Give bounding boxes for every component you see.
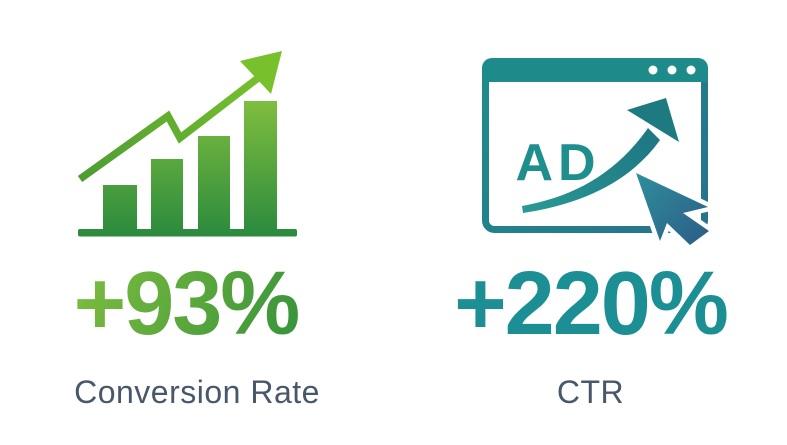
trend-arrowhead-icon <box>240 51 282 94</box>
titlebar-dot-icon <box>667 65 677 75</box>
chart-bar-3 <box>198 136 230 229</box>
metric-value: +93% <box>0 258 383 350</box>
chart-bar-1 <box>103 185 137 229</box>
metric-value: +220% <box>454 254 729 354</box>
metric-conversion-rate: +93% Conversion Rate <box>0 51 383 410</box>
swoosh-arrowhead-icon <box>627 98 679 142</box>
metric-ctr: AD +220% CTR <box>394 0 787 445</box>
ad-label: AD <box>515 134 600 192</box>
growth-bar-chart-icon <box>77 51 297 237</box>
cursor-icon <box>631 168 714 250</box>
titlebar-dot-icon <box>648 65 658 75</box>
chart-bar-4 <box>244 101 277 229</box>
browser-titlebar <box>482 58 708 82</box>
chart-baseline <box>78 229 297 237</box>
metric-label: CTR <box>556 374 625 410</box>
metric-label: Conversion Rate <box>74 374 320 410</box>
ad-window-cursor-icon: AD <box>482 58 714 250</box>
chart-bar-2 <box>151 159 183 229</box>
titlebar-dot-icon <box>686 65 696 75</box>
growth-swoosh <box>522 128 660 213</box>
trend-line <box>77 75 261 183</box>
